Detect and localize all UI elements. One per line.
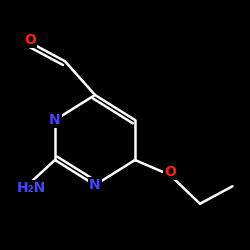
Text: N: N [49, 113, 61, 127]
Text: N: N [89, 178, 101, 192]
Text: O: O [24, 33, 36, 47]
Text: H₂N: H₂N [16, 180, 46, 194]
Text: O: O [164, 166, 176, 179]
